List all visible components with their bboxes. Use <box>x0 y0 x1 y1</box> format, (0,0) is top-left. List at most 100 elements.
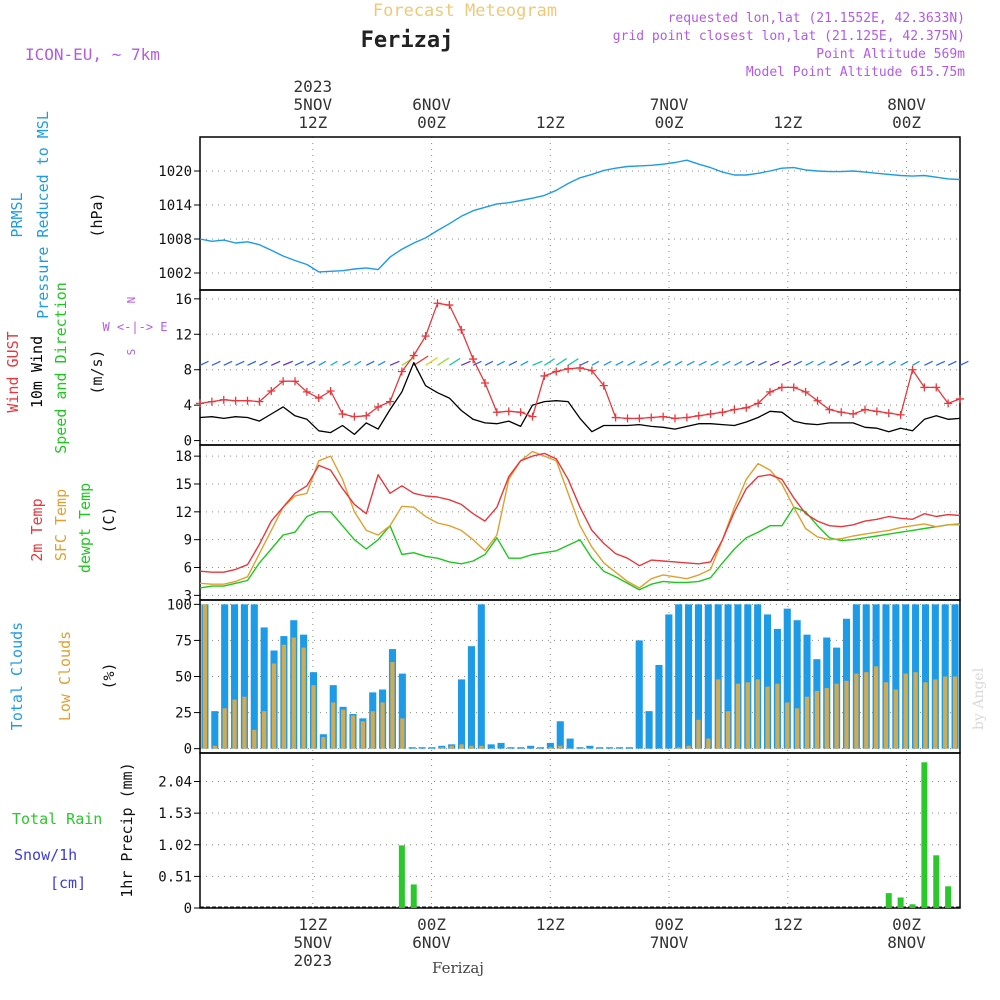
total-cloud-bar <box>556 721 564 749</box>
y-tick-label: 0 <box>184 901 192 917</box>
low-cloud-bar <box>340 709 346 749</box>
y-tick-label: 0.51 <box>158 869 192 885</box>
dewpt-temp-line <box>199 506 961 591</box>
total-cloud-bar <box>645 711 653 749</box>
low-cloud-bar <box>913 672 918 749</box>
time-tick-top-year: 2023 <box>294 77 333 96</box>
model-label: ICON-EU, ~ 7km <box>25 45 160 64</box>
time-tick-top-label: 00Z <box>417 113 446 132</box>
wind-gust-marker <box>516 408 525 417</box>
total-cloud-bar <box>230 604 239 749</box>
rain-label: Total Rain <box>12 810 102 828</box>
y-tick-label: 16 <box>175 292 192 308</box>
y-tick-label: 12 <box>175 505 192 521</box>
wind-direction-arrow <box>793 360 803 366</box>
wind-gust-marker <box>326 386 335 395</box>
y-tick-label: 75 <box>175 633 192 649</box>
wind-gust-marker <box>219 395 228 404</box>
rain-bar <box>897 897 904 908</box>
time-tick-bottom-label: 00Z <box>892 915 921 934</box>
total-cloud-bar <box>714 604 722 749</box>
wind-direction-arrow <box>781 360 792 366</box>
total-cloud-bar <box>665 614 673 749</box>
total-cloud-bar <box>704 604 712 749</box>
wind-direction-arrow <box>342 360 351 366</box>
total-cloud-bar <box>507 747 515 749</box>
low-cloud-bar <box>252 729 257 749</box>
rain-bar <box>398 845 405 908</box>
wind-direction-arrow <box>294 360 304 366</box>
clouds-unit: (%) <box>100 662 118 689</box>
wind-direction-arrow <box>650 360 660 366</box>
y-tick-label: 0 <box>184 742 192 758</box>
total-cloud-bar <box>211 711 219 749</box>
wind-direction-arrow <box>591 360 600 366</box>
wind-gust-marker <box>386 397 394 406</box>
wind-direction-arrow <box>876 360 885 366</box>
wind-gust-marker <box>825 405 834 414</box>
wind-gust-marker <box>291 377 299 386</box>
location-title: Ferizaj <box>361 28 454 53</box>
low-cloud-bar <box>212 745 217 749</box>
snow-unit-label: [cm] <box>50 874 86 892</box>
wind-direction-arrow <box>544 358 555 366</box>
low-cloud-bar <box>903 673 908 749</box>
low-cloud-bar <box>459 744 464 749</box>
panel-frame <box>199 444 961 601</box>
wind-direction-arrow <box>615 360 624 366</box>
total-cloud-bar <box>458 679 466 749</box>
wind-gust-marker <box>302 387 311 396</box>
wind-direction-arrow <box>270 360 281 366</box>
wind-gust-marker <box>492 408 501 417</box>
wind-direction-arrow <box>460 360 471 366</box>
total-cloud-bar <box>497 742 505 749</box>
wind-gust-marker <box>718 408 727 417</box>
low-cloud-bar <box>548 747 553 749</box>
2m-temp-line <box>199 452 961 573</box>
wind-gust-marker <box>647 413 656 422</box>
wind-direction-arrow <box>223 360 233 366</box>
y-tick-label: 100 <box>167 597 192 613</box>
wind-direction-arrow <box>627 360 636 366</box>
wind-gust-marker <box>682 413 691 422</box>
low-cloud-bar <box>301 647 306 749</box>
clouds-panel: 0 25 50 75 100 <box>167 597 961 758</box>
low-cloud-bar <box>785 702 790 749</box>
total-cloud-bar <box>517 747 525 749</box>
wind-gust-marker <box>742 403 751 412</box>
wind-direction-arrow <box>829 360 838 366</box>
low-cloud-bar <box>321 737 326 749</box>
wind-gust-marker <box>433 299 442 308</box>
wind-gust-marker <box>944 399 953 408</box>
time-tick-top-label: 12Z <box>773 113 802 132</box>
y-tick-label: 9 <box>184 533 192 549</box>
wind-gust-marker <box>267 386 276 395</box>
time-tick-top-label: 00Z <box>892 113 921 132</box>
low-cloud-bar <box>725 711 731 749</box>
low-cloud-bar <box>291 637 296 749</box>
y-tick-label: 25 <box>175 706 192 722</box>
total-cloud-bar <box>615 747 624 749</box>
wind-direction-arrow <box>674 360 683 366</box>
y-tick-label: 1.02 <box>158 838 192 854</box>
wind-gust-marker <box>445 301 454 310</box>
time-tick-top-date: 6NOV <box>412 95 451 114</box>
total-cloud-bar <box>596 747 604 749</box>
wind-direction-arrow <box>532 360 543 366</box>
total-cloud-bar <box>675 604 683 749</box>
total-cloud-bar <box>418 747 426 749</box>
low-cloud-bar <box>795 708 800 749</box>
requested-coords: requested lon,lat (21.1552E, 42.3633N) <box>668 11 965 26</box>
total-cloud-bar <box>566 738 574 749</box>
pressure-panel: 1002 1008 1014 1020 <box>158 136 961 291</box>
compass-s: S <box>125 349 138 356</box>
pressure-label-long: Pressure Reduced to MSL <box>34 111 52 319</box>
time-tick-top-date: 7NOV <box>650 95 689 114</box>
total-cloud-bar <box>576 747 584 749</box>
wind-direction-arrow <box>389 360 400 366</box>
y-tick-label: 0 <box>184 434 192 450</box>
wind-gust-marker <box>766 387 774 396</box>
sfc-temp-label: SFC Temp <box>52 489 70 561</box>
low-cloud-bar <box>686 745 691 749</box>
wind-direction-arrow <box>555 358 567 366</box>
